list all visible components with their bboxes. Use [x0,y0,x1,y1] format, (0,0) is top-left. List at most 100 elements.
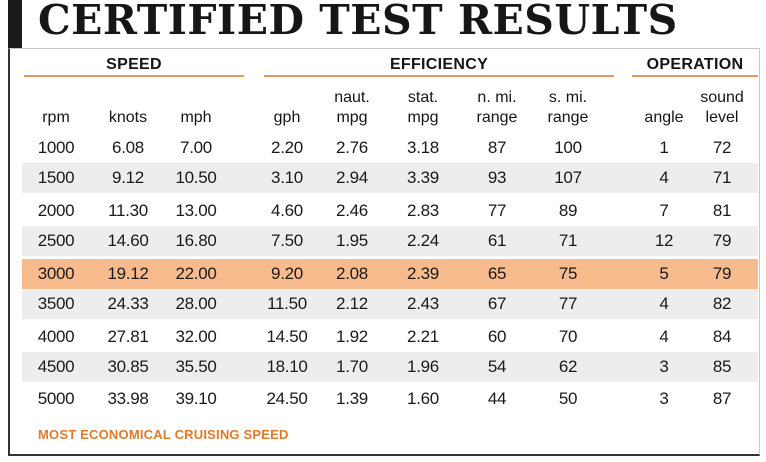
cell-sound-level: 79 [712,264,732,283]
cell-mph: 39.10 [175,389,217,408]
column-header-line2: angle [644,109,684,126]
cell-stat-mpg: 2.43 [407,294,439,313]
cell-mph: 32.00 [175,327,217,346]
cell-knots: 33.98 [107,389,149,408]
cell-gph: 2.20 [271,138,303,157]
table-row: 1500 9.12 10.50 3.10 2.94 3.39 93 107 4 71 [22,163,758,193]
cell-rpm: 2500 [37,231,75,250]
column-header-line2: level [705,109,739,126]
column-header-line1: naut. [334,89,370,106]
cell-knots: 19.12 [107,264,149,283]
cell-nmi-range: 54 [487,357,507,376]
column-header-gph: gph [252,84,322,128]
cell-gph: 18.10 [266,357,308,376]
column-header-line2: knots [108,109,148,126]
cell-sound-level: 82 [712,294,732,313]
cell-naut-mpg: 1.92 [336,327,368,346]
cell-mph: 13.00 [175,201,217,220]
cell-naut-mpg: 2.12 [336,294,368,313]
cell-knots: 6.08 [112,138,144,157]
cell-stat-mpg: 2.21 [407,327,439,346]
table-row: 2500 14.60 16.80 7.50 1.95 2.24 61 71 12 79 [22,226,758,256]
cell-smi-range: 50 [558,389,578,408]
column-header-naut-mpg: naut. mpg [317,84,387,128]
cell-gph: 4.60 [271,201,303,220]
cell-angle: 1 [659,138,669,157]
cell-knots: 9.12 [112,168,144,187]
cell-sound-level: 79 [712,231,732,250]
cell-nmi-range: 65 [487,264,507,283]
cell-naut-mpg: 2.94 [336,168,368,187]
table-row: 4500 30.85 35.50 18.10 1.70 1.96 54 62 3 85 [22,352,758,382]
cell-gph: 9.20 [271,264,303,283]
cell-stat-mpg: 2.24 [407,231,439,250]
cell-rpm: 1000 [37,138,75,157]
cell-mph: 10.50 [175,168,217,187]
cell-angle: 4 [659,294,669,313]
cell-sound-level: 72 [712,138,732,157]
group-underline-speed [24,75,244,77]
cell-stat-mpg: 2.39 [407,264,439,283]
cell-nmi-range: 77 [487,201,507,220]
cell-smi-range: 107 [554,168,582,187]
cell-gph: 11.50 [267,294,307,313]
column-header-sound-level: sound level [687,84,757,128]
column-header-line1: sound [700,89,744,106]
cell-naut-mpg: 2.76 [336,138,368,157]
cell-naut-mpg: 1.95 [336,231,368,250]
cell-sound-level: 81 [712,201,732,220]
cell-stat-mpg: 1.60 [407,389,439,408]
cell-angle: 7 [659,201,669,220]
cell-rpm: 2000 [37,201,75,220]
column-header-mph: mph [161,84,231,128]
cell-gph: 24.50 [266,389,308,408]
group-underline-efficiency [264,75,614,77]
table-row: 5000 33.98 39.10 24.50 1.39 1.60 44 50 3 87 [22,384,758,414]
cell-rpm: 4000 [37,327,75,346]
cell-rpm: 4500 [37,357,75,376]
group-underline-operation [632,75,758,77]
cell-knots: 11.30 [108,201,148,220]
column-header-line2: mph [180,109,212,126]
column-header-line1: stat. [407,89,439,106]
group-header-operation: OPERATION [646,56,744,73]
cell-stat-mpg: 3.39 [407,168,439,187]
page-title: CERTIFIED TEST RESULTS [38,0,678,44]
cell-rpm: 3000 [37,264,75,283]
cell-knots: 27.81 [107,327,149,346]
cell-sound-level: 85 [712,357,732,376]
cell-gph: 14.50 [266,327,308,346]
cell-mph: 16.80 [175,231,217,250]
footnote: MOST ECONOMICAL CRUISING SPEED [38,427,289,442]
cell-mph: 35.50 [175,357,217,376]
cell-angle: 4 [659,327,669,346]
column-header-line1: s. mi. [548,89,588,106]
cell-smi-range: 71 [558,231,578,250]
column-header-line2: range [476,109,518,126]
cell-smi-range: 89 [558,201,578,220]
column-header-knots: knots [93,84,163,128]
cell-sound-level: 71 [712,168,732,187]
cell-smi-range: 75 [558,264,578,283]
column-header-line2: mpg [336,109,368,126]
cell-nmi-range: 67 [487,294,507,313]
cell-knots: 14.60 [107,231,149,250]
cell-nmi-range: 60 [487,327,507,346]
cell-mph: 22.00 [175,264,217,283]
table-row: 3500 24.33 28.00 11.50 2.12 2.43 67 77 4 82 [22,289,758,319]
table-row: 2000 11.30 13.00 4.60 2.46 2.83 77 89 7 81 [22,196,758,226]
cell-gph: 3.10 [271,168,303,187]
table-row: 1000 6.08 7.00 2.20 2.76 3.18 87 100 1 72 [22,133,758,163]
cell-smi-range: 100 [554,138,582,157]
cell-nmi-range: 87 [487,138,507,157]
column-header-rpm: rpm [21,84,91,128]
column-header-nmi-range: n. mi. range [462,84,532,128]
cell-nmi-range: 44 [487,389,507,408]
cell-stat-mpg: 1.96 [407,357,439,376]
cell-sound-level: 87 [712,389,732,408]
cell-angle: 12 [654,231,674,250]
group-header-efficiency: EFFICIENCY [389,56,489,73]
column-header-line1: n. mi. [477,89,517,106]
cell-smi-range: 77 [558,294,578,313]
cell-mph: 7.00 [180,138,212,157]
